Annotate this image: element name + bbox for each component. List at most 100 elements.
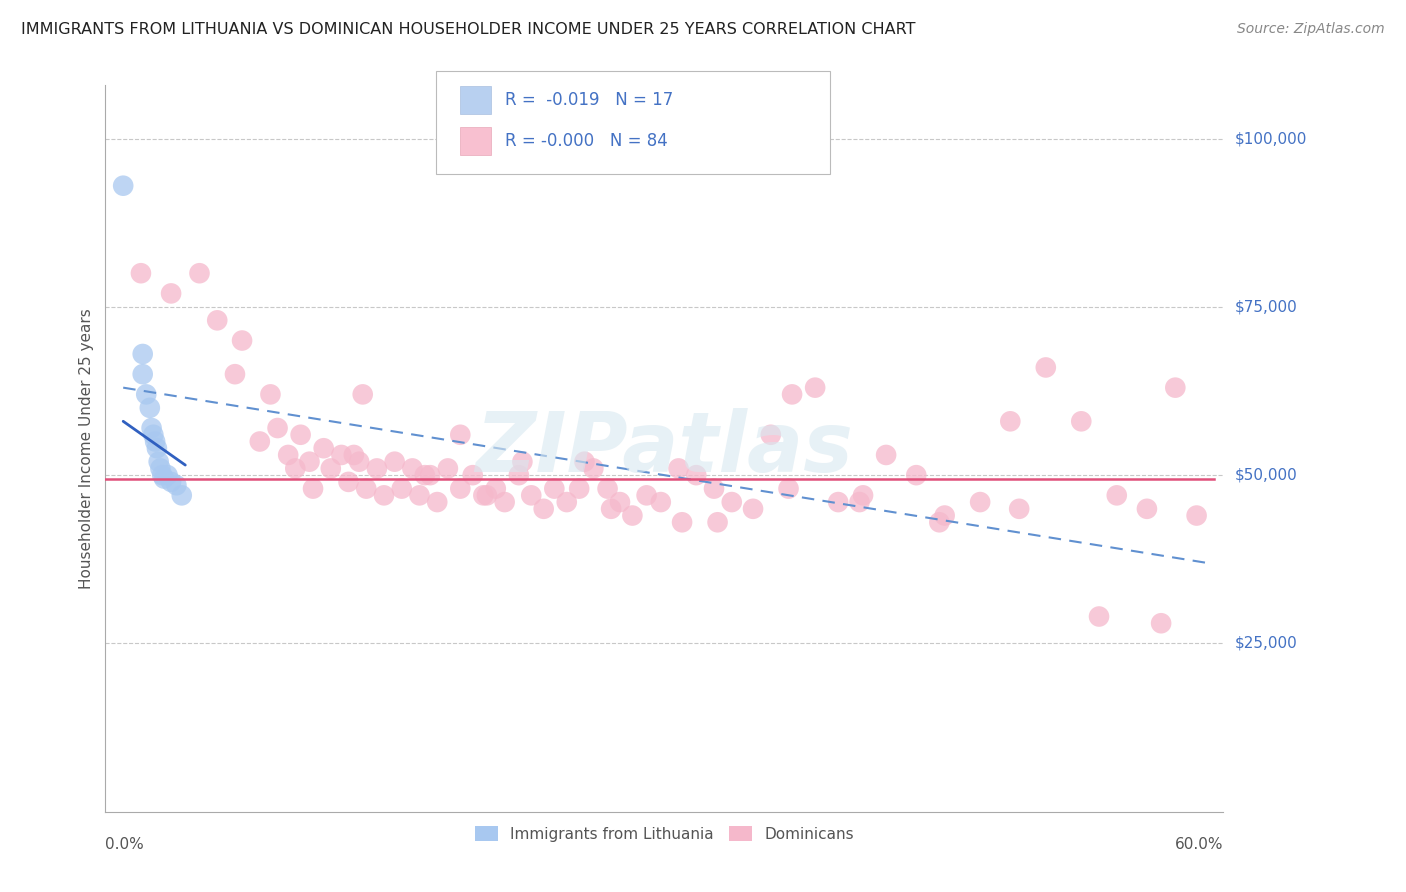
Point — [129, 266, 152, 280]
Point — [188, 266, 211, 280]
Point — [494, 495, 516, 509]
Point — [804, 381, 827, 395]
Point — [742, 501, 765, 516]
Point — [852, 488, 875, 502]
Point — [160, 475, 183, 489]
Point — [472, 488, 495, 502]
Point — [1035, 360, 1057, 375]
Point — [1070, 414, 1092, 428]
Point — [290, 427, 312, 442]
Point — [437, 461, 460, 475]
Point — [485, 482, 508, 496]
Point — [1136, 501, 1159, 516]
Point — [312, 442, 335, 455]
Point — [461, 468, 484, 483]
Point — [969, 495, 991, 509]
Point — [132, 367, 155, 381]
Point — [685, 468, 707, 483]
Point — [343, 448, 366, 462]
Point — [146, 442, 169, 455]
Text: R =  -0.019   N = 17: R = -0.019 N = 17 — [505, 91, 673, 109]
Text: 0.0%: 0.0% — [105, 838, 145, 852]
Point — [170, 488, 193, 502]
Point — [574, 455, 596, 469]
Point — [141, 421, 163, 435]
Point — [384, 455, 406, 469]
Text: 60.0%: 60.0% — [1175, 838, 1223, 852]
Point — [156, 468, 179, 483]
Point — [354, 482, 377, 496]
Point — [1185, 508, 1208, 523]
Point — [1150, 616, 1173, 631]
Point — [408, 488, 430, 502]
Point — [413, 468, 436, 483]
Point — [848, 495, 870, 509]
Point — [1008, 501, 1031, 516]
Point — [827, 495, 849, 509]
Text: ZIPatlas: ZIPatlas — [475, 408, 853, 489]
Point — [449, 427, 471, 442]
Point — [1088, 609, 1111, 624]
Point — [1164, 381, 1187, 395]
Text: $100,000: $100,000 — [1234, 131, 1306, 146]
Point — [391, 482, 413, 496]
Point — [636, 488, 658, 502]
Point — [1105, 488, 1128, 502]
Point — [568, 482, 591, 496]
Point — [337, 475, 360, 489]
Point — [205, 313, 228, 327]
Point — [520, 488, 543, 502]
Point — [419, 468, 441, 483]
Point — [609, 495, 631, 509]
Point — [153, 471, 176, 485]
Point — [582, 461, 605, 475]
Point — [706, 516, 728, 530]
Point — [426, 495, 449, 509]
Y-axis label: Householder Income Under 25 years: Householder Income Under 25 years — [79, 308, 94, 589]
Point — [543, 482, 565, 496]
Point — [475, 488, 498, 502]
Point — [148, 455, 170, 469]
Point — [112, 178, 135, 193]
Point — [875, 448, 897, 462]
Point — [703, 482, 725, 496]
Point — [555, 495, 578, 509]
Point — [298, 455, 321, 469]
Point — [668, 461, 690, 475]
Text: IMMIGRANTS FROM LITHUANIA VS DOMINICAN HOUSEHOLDER INCOME UNDER 25 YEARS CORRELA: IMMIGRANTS FROM LITHUANIA VS DOMINICAN H… — [21, 22, 915, 37]
Text: $75,000: $75,000 — [1234, 300, 1298, 314]
Text: R = -0.000   N = 84: R = -0.000 N = 84 — [505, 132, 668, 150]
Point — [352, 387, 374, 401]
Point — [319, 461, 342, 475]
Point — [449, 482, 471, 496]
Point — [139, 401, 162, 415]
Point — [165, 478, 187, 492]
Point — [1000, 414, 1022, 428]
Point — [905, 468, 928, 483]
Text: $25,000: $25,000 — [1234, 636, 1298, 651]
Point — [142, 427, 165, 442]
Point — [600, 501, 623, 516]
Point — [231, 334, 253, 348]
Point — [135, 387, 157, 401]
Point — [373, 488, 395, 502]
Point — [302, 482, 325, 496]
Point — [780, 387, 803, 401]
Point — [330, 448, 353, 462]
Text: $50,000: $50,000 — [1234, 467, 1298, 483]
Point — [160, 286, 183, 301]
Point — [720, 495, 742, 509]
Point — [621, 508, 644, 523]
Point — [596, 482, 619, 496]
Point — [249, 434, 271, 449]
Point — [778, 482, 800, 496]
Point — [934, 508, 956, 523]
Point — [284, 461, 307, 475]
Point — [401, 461, 423, 475]
Point — [650, 495, 672, 509]
Point — [224, 367, 246, 381]
Point — [143, 434, 166, 449]
Point — [533, 501, 555, 516]
Point — [671, 516, 693, 530]
Point — [512, 455, 534, 469]
